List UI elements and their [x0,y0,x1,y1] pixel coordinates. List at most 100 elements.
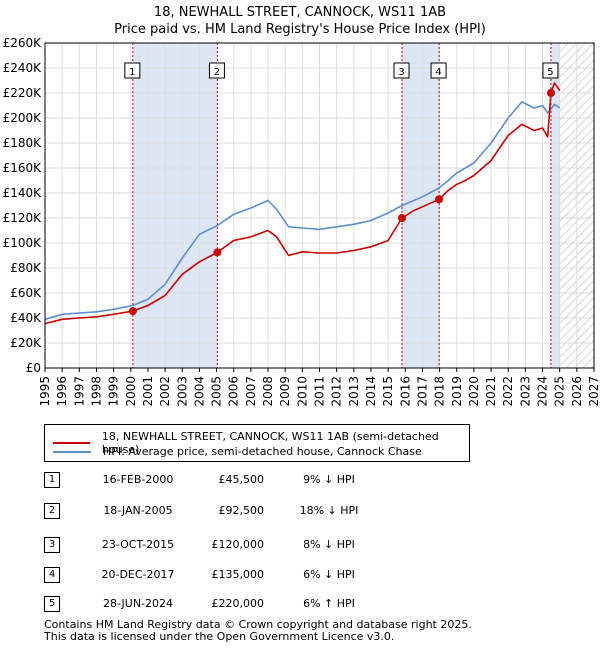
sale-date: 28-JUN-2024 [102,597,174,610]
sale-price: £135,000 [211,568,265,581]
legend-label-property: 18, NEWHALL STREET, CANNOCK, WS11 1AB (s… [101,430,439,456]
y-tick-label: £100K [3,236,43,250]
legend-item-property: 18, NEWHALL STREET, CANNOCK, WS11 1AB (s… [53,430,469,456]
x-tick-label: 2009 [278,376,292,407]
x-tick-label: 2008 [261,376,275,407]
price-chart: £0 £20K £40K £60K £80K £100K £120K £140K £160K £1… [3,36,600,407]
sale-point [435,195,444,204]
sale-price: £220,000 [211,597,265,610]
x-tick-label: 2014 [364,376,378,407]
series-line [44,101,561,321]
legend-swatch-property [53,442,90,444]
x-tick-label: 1996 [55,376,69,407]
sale-point [213,248,222,257]
sale-marker-label: 1 [129,67,135,78]
chart-title-block: 18, NEWHALL STREET, CANNOCK, WS11 1AB Pr… [0,4,600,38]
x-tick-label: 2018 [433,376,447,407]
x-tick-label: 1995 [38,376,52,407]
y-tick-label: £200K [3,111,43,125]
shaded-period [402,43,440,368]
x-tick-label: 2020 [467,376,481,407]
x-tick-label: 2002 [158,376,172,407]
x-tick-label: 2012 [330,376,344,407]
x-tick-label: 2011 [313,376,327,407]
table-row: 4 20-DEC-2017 £135,000 6% ↓ HPI [44,567,444,585]
sale-date: 23-OCT-2015 [101,538,175,551]
x-tick-label: 2004 [192,376,206,407]
sale-marker-box [542,62,559,79]
shaded-period [132,43,218,368]
y-tick-label: £160K [3,161,43,175]
x-tick-label: 2013 [347,376,361,407]
sale-number-badge: 5 [44,596,60,612]
legend-item-hpi: HPI: Average price, semi-detached house,… [53,445,422,458]
y-tick-label: £40K [10,311,42,325]
plot-area-border [44,42,595,369]
sale-hpi-diff: 9% ↓ HPI [303,473,355,486]
y-tick-label: £260K [3,36,43,50]
sale-hpi-diff: 6% ↓ HPI [303,568,355,581]
sale-marker-label: 4 [435,67,441,78]
sale-marker-box [208,62,225,79]
sale-marker-label: 3 [398,67,404,78]
table-row: 3 23-OCT-2015 £120,000 8% ↓ HPI [44,537,444,555]
footer-licence: This data is licensed under the Open Gov… [44,630,395,643]
table-row: 5 28-JUN-2024 £220,000 6% ↑ HPI [44,596,444,614]
x-tick-label: 2024 [536,376,550,407]
x-tick-label: 2007 [244,376,258,407]
x-tick-label: 1998 [89,376,103,407]
x-tick-label: 2017 [415,376,429,407]
sale-marker-box [430,62,447,79]
shaded-period [550,43,560,368]
x-tick-label: 2022 [501,376,515,407]
x-tick-label: 1999 [107,376,121,407]
x-tick-label: 2016 [398,376,412,407]
y-tick-label: £120K [3,211,43,225]
x-tick-label: 2015 [381,376,395,407]
x-tick-label: 2027 [587,376,600,407]
sale-price: £45,500 [218,473,265,486]
y-tick-label: £80K [10,261,42,275]
sale-marker-label: 5 [547,67,553,78]
x-tick-label: 2010 [295,376,309,407]
x-tick-label: 2026 [570,376,584,407]
sale-hpi-diff: 8% ↓ HPI [303,538,355,551]
sale-date: 18-JAN-2005 [103,504,173,517]
series-line [44,82,561,325]
sale-marker-label: 2 [214,67,220,78]
legend-label-hpi: HPI: Average price, semi-detached house,… [103,445,422,458]
y-tick-label: £140K [3,186,43,200]
x-tick-label: 2001 [141,376,155,407]
sale-number-badge: 1 [44,472,60,488]
chart-subtitle: Price paid vs. HM Land Registry's House … [114,22,486,37]
sale-marker-box [393,62,410,79]
sale-hpi-diff: 6% ↑ HPI [303,597,355,610]
y-tick-label: £180K [3,136,43,150]
y-tick-label: £20K [10,336,42,350]
sale-marker-box [124,62,141,79]
sale-point [128,307,137,316]
x-tick-label: 2019 [450,376,464,407]
sale-point [398,214,407,222]
sale-number-badge: 2 [44,503,60,519]
y-tick-label: £60K [10,286,42,300]
x-tick-label: 2003 [175,376,189,407]
sale-date: 20-DEC-2017 [101,568,175,581]
sale-number-badge: 3 [44,537,60,553]
sale-point [546,89,555,97]
sale-hpi-diff: 18% ↓ HPI [299,504,359,517]
x-tick-label: 2000 [124,376,138,407]
footer-copyright: Contains HM Land Registry data © Crown c… [44,618,472,631]
table-row: 1 16-FEB-2000 £45,500 9% ↓ HPI [44,472,444,490]
footer: Contains HM Land Registry data © Crown c… [44,619,472,643]
sale-date: 16-FEB-2000 [102,473,174,486]
chart-legend: 18, NEWHALL STREET, CANNOCK, WS11 1AB (s… [44,424,470,462]
x-tick-label: 1997 [72,376,86,407]
sale-number-badge: 4 [44,567,60,583]
table-row: 2 18-JAN-2005 £92,500 18% ↓ HPI [44,503,444,521]
sale-price: £120,000 [211,538,265,551]
x-tick-label: 2025 [553,376,567,407]
y-tick-label: £220K [3,86,43,100]
legend-swatch-hpi [53,450,91,453]
x-tick-label: 2023 [518,376,532,407]
